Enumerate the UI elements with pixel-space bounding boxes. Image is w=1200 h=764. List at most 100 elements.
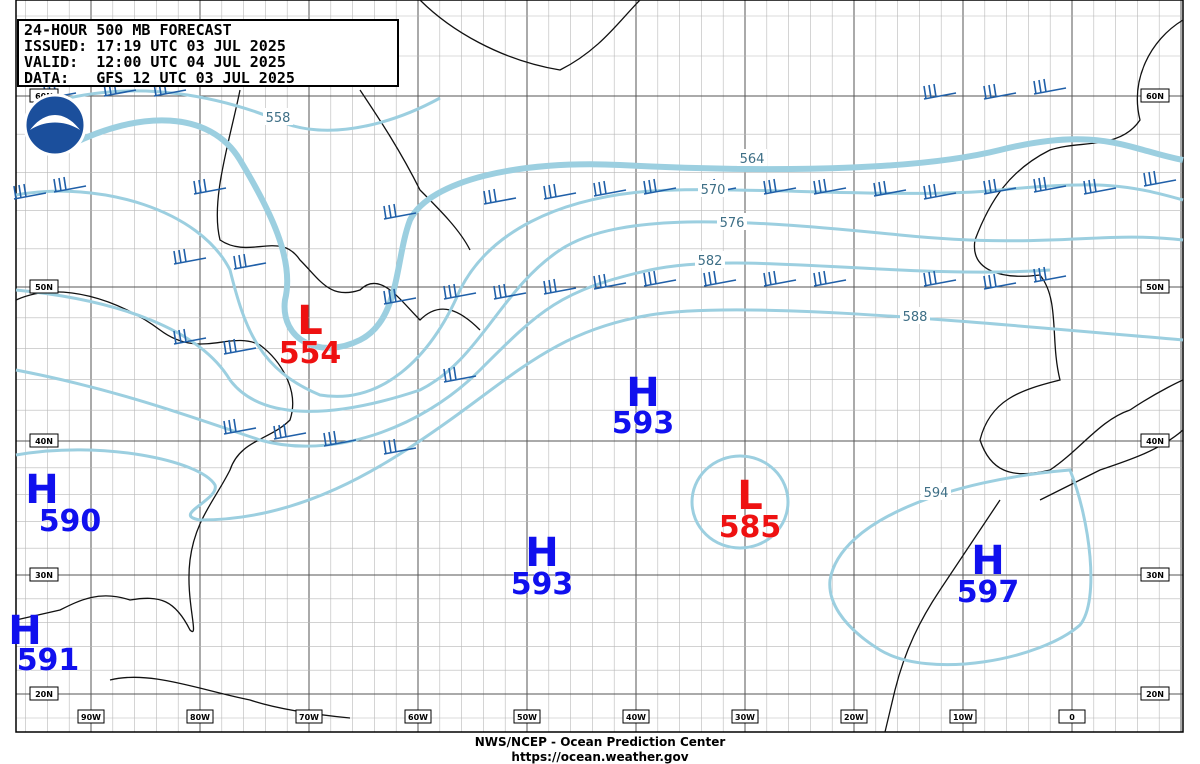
- barb-feather: [933, 183, 937, 198]
- barb-feather: [983, 275, 987, 290]
- header-line: ISSUED: 17:19 UTC 03 JUL 2025: [24, 37, 286, 55]
- barb-feather: [223, 340, 227, 355]
- barb-feather: [23, 183, 27, 198]
- barb-feather: [708, 271, 712, 286]
- longitude-label: 0: [1069, 713, 1075, 722]
- label-box: [1140, 433, 1170, 448]
- barb-feather: [393, 288, 397, 303]
- barb-feather: [383, 290, 387, 305]
- barb-staff: [13, 192, 47, 200]
- label-box: [622, 709, 650, 724]
- barb-staff: [643, 279, 677, 287]
- label-box: [29, 433, 59, 448]
- barb-feather: [448, 367, 452, 382]
- barb-feather: [598, 181, 602, 196]
- barb-feather: [923, 272, 927, 287]
- longitude-label: 50W: [517, 713, 537, 722]
- barb-feather: [553, 183, 557, 198]
- barb-staff: [923, 92, 957, 100]
- barb-feather: [198, 179, 202, 194]
- contour-label: 582: [698, 254, 723, 269]
- latitude-label: 20N: [1146, 690, 1164, 699]
- barb-feather: [13, 185, 17, 200]
- barb-staff: [443, 292, 477, 300]
- barb-feather: [203, 178, 207, 193]
- longitude-label: 70W: [299, 713, 319, 722]
- contour-label: 564: [740, 152, 765, 167]
- contour-line: [15, 220, 1184, 413]
- label-box: [1140, 686, 1170, 701]
- barb-feather: [1083, 180, 1087, 195]
- center-type: L: [297, 298, 323, 344]
- barb-feather: [993, 273, 997, 288]
- barb-staff: [543, 287, 577, 295]
- barb-staff: [173, 337, 207, 345]
- header-frame: [17, 19, 399, 87]
- barb-feather: [1033, 80, 1037, 95]
- barb-feather: [453, 366, 457, 381]
- barb-feather: [988, 84, 992, 99]
- barb-feather: [388, 204, 392, 219]
- barb-staff: [1033, 87, 1067, 95]
- barb-feather: [1043, 176, 1047, 191]
- barb-feather: [1038, 177, 1042, 192]
- barb-feather: [1033, 178, 1037, 193]
- barb-feather: [713, 270, 717, 285]
- barb-feather: [763, 180, 767, 195]
- barb-feather: [58, 177, 62, 192]
- barb-feather: [928, 271, 932, 286]
- barb-staff: [1033, 275, 1067, 283]
- contour-label-bg: [717, 213, 747, 230]
- barb-feather: [703, 272, 707, 287]
- barb-staff: [103, 89, 137, 97]
- barb-feather: [183, 328, 187, 343]
- barb-feather: [243, 253, 247, 268]
- contour-label-bg: [263, 108, 293, 125]
- barb-feather: [383, 205, 387, 220]
- barb-staff: [813, 187, 847, 195]
- barb-staff: [273, 432, 307, 440]
- barb-staff: [383, 447, 417, 455]
- coast-north-america: [15, 291, 294, 633]
- barb-feather: [598, 274, 602, 289]
- coast-labrador: [216, 89, 481, 331]
- barb-staff: [593, 282, 627, 290]
- center-value: 554: [279, 336, 342, 371]
- latitude-label: 40N: [1146, 437, 1164, 446]
- longitude-label: 90W: [81, 713, 101, 722]
- barb-feather: [988, 179, 992, 194]
- barb-staff: [983, 187, 1017, 195]
- barb-feather: [443, 368, 447, 383]
- barb-feather: [763, 272, 767, 287]
- barb-feather: [183, 248, 187, 263]
- barb-feather: [653, 178, 657, 193]
- barb-feather: [173, 330, 177, 345]
- contour-label: 558: [266, 111, 291, 126]
- longitude-label: 60W: [408, 713, 428, 722]
- barb-feather: [818, 271, 822, 286]
- barb-feather: [818, 179, 822, 194]
- latitude-label: 60N: [1146, 92, 1164, 101]
- contour-label-bg: [737, 149, 767, 166]
- barb-staff: [593, 189, 627, 197]
- coast-greenland: [419, 0, 641, 71]
- barb-feather: [388, 289, 392, 304]
- longitude-label: 20W: [844, 713, 864, 722]
- longitude-label: 10W: [953, 713, 973, 722]
- barb-staff: [483, 197, 517, 205]
- barb-feather: [328, 431, 332, 446]
- barb-staff: [703, 279, 737, 287]
- barb-feather: [878, 181, 882, 196]
- contour-line: [690, 454, 790, 550]
- barb-feather: [543, 280, 547, 295]
- barb-feather: [383, 440, 387, 455]
- barb-feather: [503, 283, 507, 298]
- barb-staff: [763, 279, 797, 287]
- label-box: [840, 709, 868, 724]
- barb-feather: [1153, 170, 1157, 185]
- label-box: [1140, 279, 1170, 294]
- barb-feather: [178, 329, 182, 344]
- longitude-label: 30W: [735, 713, 755, 722]
- label-box: [949, 709, 977, 724]
- barb-feather: [488, 189, 492, 204]
